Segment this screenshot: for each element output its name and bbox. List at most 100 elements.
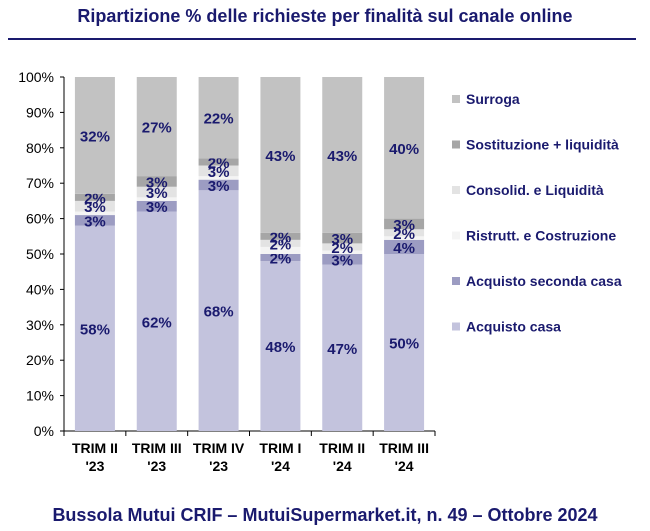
data-label: 32% — [80, 128, 110, 145]
bar-segment — [136, 77, 177, 177]
bar-segment — [198, 165, 239, 177]
footer-source: Bussola Mutui CRIF – MutuiSupermarket.it… — [52, 505, 598, 525]
bar-segment — [136, 176, 177, 187]
data-label: 47% — [327, 341, 357, 358]
legend-swatch — [452, 95, 460, 103]
bar-segment — [384, 236, 425, 240]
bar-segment — [384, 77, 425, 219]
x-tick-label: '24 — [333, 458, 352, 474]
data-label: 40% — [389, 141, 419, 158]
legend-label: Ristrutt. e Costruzione — [466, 228, 616, 244]
bar-segment — [260, 77, 301, 233]
data-label: 3% — [146, 199, 168, 216]
bar-segment — [74, 225, 115, 431]
x-tick-label: TRIM I — [259, 440, 301, 456]
title-rule — [8, 38, 636, 40]
bar-segment — [322, 77, 363, 233]
bar-segment — [74, 77, 115, 194]
x-tick-label: '24 — [395, 458, 414, 474]
legend-label: Acquisto seconda casa — [466, 273, 622, 289]
data-label: 4% — [393, 240, 415, 257]
y-tick-label: 40% — [26, 281, 54, 297]
legend-swatch — [452, 140, 460, 149]
bar-segment — [136, 200, 177, 212]
bar-segment — [260, 239, 301, 247]
bar-segment — [198, 179, 239, 191]
y-tick-label: 0% — [34, 423, 54, 439]
bar-segment — [74, 200, 115, 212]
y-tick-label: 100% — [18, 69, 54, 85]
legend-swatch — [452, 186, 460, 194]
data-label: 3% — [84, 213, 106, 230]
x-tick-label: TRIM IV — [193, 440, 245, 456]
y-tick-label: 10% — [26, 388, 54, 404]
bar-segment — [384, 254, 425, 431]
data-label: 2% — [393, 226, 415, 243]
bar-segment — [260, 246, 301, 254]
bar-segment — [198, 190, 239, 431]
data-label: 3% — [84, 199, 106, 216]
stacked-bar-chart: 0%10%20%30%40%50%60%70%80%90%100%58%3%3%… — [18, 69, 622, 474]
data-label: 62% — [142, 314, 172, 331]
bar-segment — [260, 261, 301, 431]
y-tick-label: 30% — [26, 317, 54, 333]
data-label: 43% — [265, 148, 295, 165]
bar-segment — [260, 254, 301, 262]
data-label: 3% — [208, 164, 230, 181]
data-label: 3% — [393, 217, 415, 234]
x-tick-label: TRIM III — [379, 440, 429, 456]
data-label: 58% — [80, 321, 110, 338]
data-label: 2% — [270, 229, 292, 246]
y-tick-label: 90% — [26, 104, 54, 120]
bar-segment — [384, 218, 425, 230]
legend-label: Sostituzione + liquidità — [466, 137, 619, 153]
data-label: 3% — [146, 185, 168, 202]
data-label: 3% — [208, 178, 230, 195]
bar-segment — [322, 264, 363, 431]
bar-segment — [74, 193, 115, 201]
data-label: 48% — [265, 339, 295, 356]
data-label: 2% — [208, 155, 230, 172]
data-label: 68% — [204, 304, 234, 321]
bar-segment — [384, 229, 425, 237]
data-label: 3% — [331, 231, 353, 248]
x-tick-label: '23 — [85, 458, 104, 474]
chart-title: Ripartizione % delle richieste per final… — [77, 6, 573, 26]
y-tick-label: 50% — [26, 246, 54, 262]
x-tick-label: '24 — [271, 458, 290, 474]
bar-segment — [322, 243, 363, 251]
x-tick-label: TRIM II — [72, 440, 118, 456]
y-tick-label: 70% — [26, 175, 54, 191]
bar-segment — [74, 211, 115, 216]
data-label: 43% — [327, 148, 357, 165]
data-label: 2% — [270, 251, 292, 268]
data-label: 2% — [84, 190, 106, 207]
x-tick-label: '23 — [147, 458, 166, 474]
bar-segment — [260, 232, 301, 240]
bar-segment — [198, 176, 239, 180]
data-label: 22% — [204, 111, 234, 128]
bar-segment — [74, 215, 115, 226]
bar-segment — [136, 211, 177, 431]
legend-label: Acquisto casa — [466, 319, 561, 335]
legend-swatch — [452, 231, 460, 240]
legend-swatch — [452, 322, 460, 331]
data-label: 3% — [146, 174, 168, 191]
data-label: 27% — [142, 120, 172, 137]
bar-segment — [322, 254, 363, 265]
legend-label: Consolid. e Liquidità — [466, 182, 604, 198]
legend-label: Surroga — [466, 91, 520, 107]
x-tick-label: TRIM III — [132, 440, 182, 456]
bar-segment — [384, 239, 425, 254]
data-label: 50% — [389, 336, 419, 353]
y-tick-label: 80% — [26, 140, 54, 156]
x-tick-label: TRIM II — [319, 440, 365, 456]
bar-segment — [198, 77, 239, 159]
bar-segment — [322, 250, 363, 254]
bar-segment — [136, 197, 177, 201]
y-tick-label: 20% — [26, 352, 54, 368]
x-tick-label: '23 — [209, 458, 228, 474]
legend-swatch — [452, 277, 460, 285]
data-label: 2% — [270, 236, 292, 253]
bar-segment — [136, 186, 177, 198]
